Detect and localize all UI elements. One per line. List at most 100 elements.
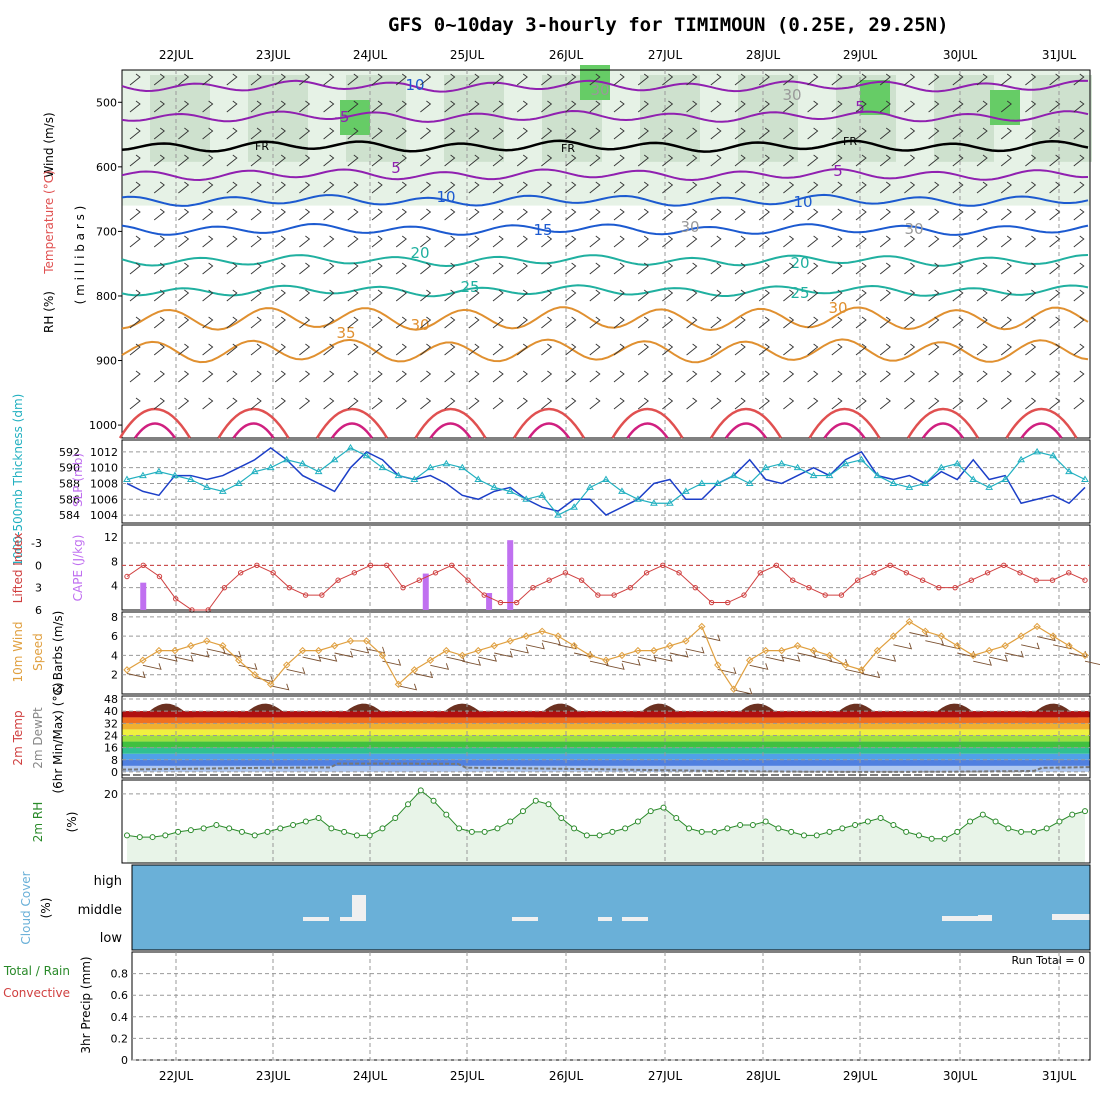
- thickness-point: [202, 483, 211, 490]
- isotherm-arc: [217, 407, 290, 439]
- contour-label: 20: [410, 244, 429, 262]
- thickness-point: [681, 487, 690, 494]
- rh-point: [724, 825, 731, 832]
- wind-tick-label: 2: [111, 669, 118, 682]
- lifted-index-point: [871, 570, 877, 576]
- wind-barb: [637, 235, 649, 248]
- wind-barb: [420, 235, 432, 248]
- thickness-point: [570, 503, 578, 510]
- wind-barb: [1073, 154, 1085, 167]
- wind-barb: [250, 370, 262, 383]
- wind-barb: [541, 100, 553, 113]
- wind-barb: [831, 127, 843, 140]
- wind-barb: [395, 100, 407, 113]
- rh-point: [405, 801, 412, 808]
- isotherm-arc: [315, 407, 389, 439]
- surface-wind-barb: [893, 642, 913, 650]
- wind-barb: [637, 397, 649, 410]
- panel-frame: [131, 864, 1091, 951]
- wind-barb: [153, 127, 165, 140]
- lifted-index-point: [757, 570, 763, 576]
- wind-barb: [1025, 208, 1037, 221]
- wind-speed-point: [378, 651, 387, 660]
- wind-barb: [274, 262, 286, 275]
- wind-barb: [178, 343, 190, 356]
- thickness-point: [330, 455, 339, 463]
- wind-barb: [1049, 235, 1061, 248]
- rh-point: [149, 834, 156, 841]
- wind-barb: [371, 181, 383, 194]
- wind-barb: [734, 370, 746, 383]
- wind-barb: [589, 181, 601, 194]
- wind-barb: [250, 100, 262, 113]
- wind-barb: [347, 127, 359, 140]
- wind-barb: [807, 370, 819, 383]
- wind-barb: [323, 370, 335, 383]
- contour-label: 5: [855, 98, 865, 116]
- y-tick-label: 900: [96, 355, 117, 368]
- rh-point: [558, 815, 565, 822]
- contour-label: 10: [436, 188, 455, 206]
- thickness-point: [139, 471, 147, 479]
- wind-barb: [250, 208, 262, 221]
- wind-barb: [420, 100, 432, 113]
- thickness-point: [1081, 475, 1089, 483]
- wind-barb: [831, 235, 843, 248]
- surface-wind-barb: [877, 654, 897, 662]
- isotherm-arc: [232, 422, 275, 439]
- wind-barb: [153, 262, 165, 275]
- ylabel-precip: 3hr Precip (mm): [79, 956, 93, 1053]
- wind-barb: [976, 343, 988, 356]
- lifted-index-point: [335, 577, 341, 583]
- wind-barb: [855, 316, 867, 329]
- ylabel-convective: Convective: [3, 986, 70, 1000]
- lifted-index-point: [124, 573, 130, 580]
- wind-barb: [565, 73, 577, 86]
- contour-label: 30: [782, 86, 801, 104]
- rh-point: [928, 835, 935, 842]
- wind-barb: [952, 289, 964, 302]
- lifted-index-point: [1017, 570, 1023, 576]
- wind-barb: [855, 100, 867, 113]
- wind-barb: [371, 289, 383, 302]
- wind-barb: [129, 154, 141, 167]
- wind-barb: [734, 343, 746, 356]
- wind-barb: [710, 370, 722, 383]
- temp-tick-label: 8: [111, 754, 118, 767]
- wind-barb: [468, 343, 480, 356]
- wind-speed-point: [682, 637, 690, 645]
- wind-barb: [1000, 127, 1012, 140]
- cloud-patch: [978, 915, 992, 921]
- isotherm-line: [121, 193, 1089, 207]
- wind-barb: [492, 181, 504, 194]
- wind-barb: [904, 208, 916, 221]
- wind-barb: [516, 397, 528, 410]
- isotherm-line: [121, 338, 1089, 364]
- wind-speed-point: [171, 646, 179, 655]
- wind-barb: [444, 370, 456, 383]
- wind-barb: [637, 154, 649, 167]
- lifted-index-point: [254, 562, 260, 569]
- lifted-index-point: [1033, 577, 1039, 583]
- wind-barb: [444, 343, 456, 356]
- wind-barb: [444, 154, 456, 167]
- cloud-level-label: high: [94, 874, 122, 889]
- wind-barb: [468, 397, 480, 410]
- wind-speed-point: [985, 646, 993, 655]
- wind-barb: [589, 289, 601, 302]
- contour-label: 15: [533, 221, 552, 239]
- lifted-index-point: [221, 584, 228, 591]
- isotherm-line: [121, 254, 1089, 268]
- rh-point: [1069, 811, 1076, 818]
- surface-wind-barb: [398, 683, 418, 691]
- lifted-index-point: [595, 592, 601, 598]
- wind-barb: [928, 154, 940, 167]
- wind-barb: [928, 370, 940, 383]
- wind-barb: [928, 181, 940, 194]
- wind-speed-point: [650, 646, 658, 655]
- wind-barb: [202, 262, 214, 275]
- wind-barb: [444, 181, 456, 194]
- rh-point: [967, 818, 974, 825]
- thickness-point: [937, 463, 946, 471]
